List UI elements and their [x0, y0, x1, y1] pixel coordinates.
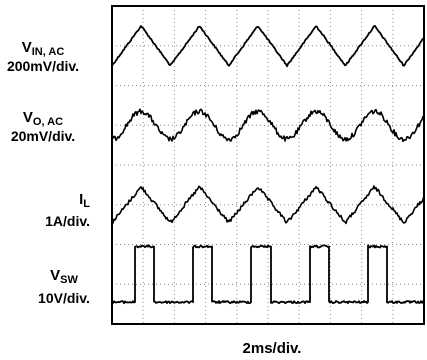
channel-3-scale: 1A/div.	[45, 213, 90, 229]
trace-channel-1	[111, 25, 425, 68]
channel-4-name: VSW	[50, 267, 78, 286]
channel-2-scale: 20mV/div.	[11, 128, 75, 144]
plot-frame	[111, 5, 425, 325]
traces	[111, 25, 425, 305]
trace-channel-3	[111, 185, 425, 225]
channel-4-scale: 10V/div.	[38, 290, 90, 306]
channel-2-name: VO, AC	[23, 109, 63, 128]
channel-1-scale: 200mV/div.	[7, 58, 79, 74]
x-axis-label: 2ms/div.	[243, 340, 302, 357]
channel-3-name: IL	[79, 191, 90, 210]
trace-channel-2	[111, 108, 425, 143]
channel-1-name: VIN, AC	[22, 39, 65, 58]
channel-labels: VIN, AC 200mV/div. VO, AC 20mV/div. IL 1…	[7, 39, 302, 357]
grid	[112, 6, 424, 324]
trace-channel-4	[111, 244, 425, 305]
